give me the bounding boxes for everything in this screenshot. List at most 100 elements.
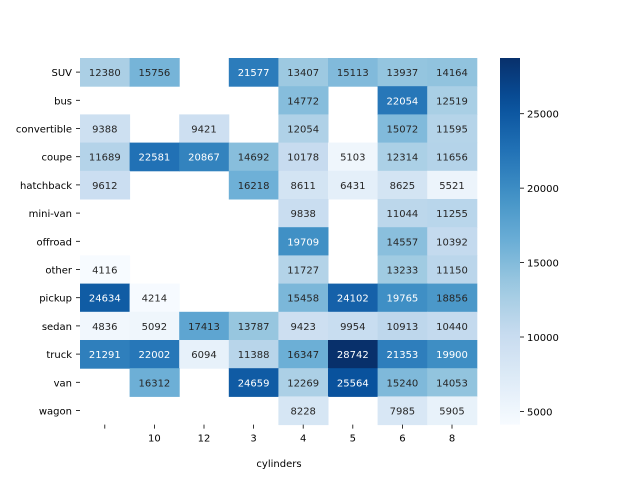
heatmap-cell: [228, 368, 279, 397]
cell-value-label: 12269: [287, 378, 319, 389]
y-tick-label: pickup: [39, 294, 72, 305]
cell-value-label: 24102: [337, 294, 369, 305]
cell-value-label: 11388: [238, 350, 270, 361]
heatmap-cell: [377, 58, 428, 87]
cell-value-label: 14557: [386, 237, 418, 248]
heatmap-cell: [80, 255, 131, 285]
cell-value-label: 15756: [138, 68, 170, 79]
cell-value-label: 8625: [390, 181, 415, 192]
y-tick-label: truck: [46, 350, 72, 361]
cell-value-label: 24634: [89, 294, 121, 305]
heatmap-cell: [377, 199, 428, 228]
heatmap-cell: [80, 114, 131, 144]
heatmap-cell: [427, 170, 478, 200]
heatmap-cell: [377, 311, 428, 341]
cell-value-label: 19900: [436, 350, 468, 361]
heatmap-cell: [427, 340, 478, 369]
heatmap-cell: [427, 283, 478, 313]
cell-value-label: 14053: [436, 378, 468, 389]
cell-value-label: 11044: [386, 209, 418, 220]
heatmap-cell: [179, 114, 230, 144]
heatmap-cell: [328, 340, 379, 369]
colorbar-tick-label: 10000: [527, 333, 559, 344]
cell-value-label: 10913: [386, 322, 418, 333]
cell-value-label: 15240: [386, 378, 418, 389]
cell-value-label: 5905: [439, 407, 464, 418]
y-tick-label: offroad: [37, 237, 73, 248]
x-tick-label: 8: [449, 434, 455, 445]
cell-value-label: 13233: [386, 266, 418, 277]
heatmap-cell: [377, 142, 428, 172]
x-tick-label: 6: [399, 434, 405, 445]
cell-value-label: 12380: [89, 68, 121, 79]
heatmap-cell: [179, 340, 230, 369]
cell-value-label: 15072: [386, 125, 418, 136]
cell-value-label: 21577: [238, 68, 270, 79]
cell-value-label: 9954: [340, 322, 365, 333]
cell-value-label: 16347: [287, 350, 319, 361]
heatmap-cell: [377, 368, 428, 397]
cell-value-label: 14164: [436, 68, 468, 79]
cell-value-label: 11656: [436, 153, 468, 164]
heatmap-cell: [427, 396, 478, 426]
colorbar-gradient: [500, 58, 520, 425]
colorbar: 5000 10000 15000 20000 25000: [500, 58, 559, 425]
heatmap-cell: [129, 142, 180, 172]
cell-value-label: 11727: [287, 266, 319, 277]
cell-value-label: 16312: [138, 378, 170, 389]
heatmap-cell: [328, 283, 379, 313]
cell-value-label: 13407: [287, 68, 319, 79]
heatmap-cell: [228, 311, 279, 341]
heatmap-cell: [278, 340, 329, 369]
cell-value-label: 10392: [436, 237, 468, 248]
heatmap-cell: [427, 368, 478, 397]
heatmap-cell: [80, 142, 131, 172]
heatmap-cell: [328, 142, 379, 172]
heatmap-cell: [278, 396, 329, 426]
heatmap-cell: [179, 311, 230, 341]
heatmap-cell: [278, 114, 329, 144]
x-tick-label: 12: [198, 434, 211, 445]
heatmap-cell: [278, 227, 329, 256]
cell-value-label: 12519: [436, 96, 468, 107]
heatmap-cell: [427, 114, 478, 144]
heatmap-cell: [278, 311, 329, 341]
heatmap-cell: [80, 340, 131, 369]
heatmap-cell: [278, 86, 329, 115]
heatmap-cell: [129, 283, 180, 313]
heatmap-cell: [228, 142, 279, 172]
x-axis: 10 12 3 4 5 6 8: [104, 424, 455, 445]
cell-value-label: 9838: [290, 209, 315, 220]
cell-value-label: 14692: [238, 153, 270, 164]
cell-value-label: 13787: [238, 322, 270, 333]
heatmap-cell: [377, 86, 428, 115]
cell-value-label: 13937: [386, 68, 418, 79]
cell-value-label: 20867: [188, 153, 220, 164]
heatmap-cell: [80, 170, 131, 200]
heatmap-cell: [228, 340, 279, 369]
cell-value-label: 11255: [436, 209, 468, 220]
cell-value-label: 10178: [287, 153, 319, 164]
cell-value-label: 4836: [92, 322, 117, 333]
cell-value-label: 22002: [138, 350, 170, 361]
heatmap-cells: [80, 58, 478, 426]
heatmap-cell: [377, 227, 428, 256]
cell-value-label: 19765: [386, 294, 418, 305]
heatmap-cell: [228, 170, 279, 200]
heatmap-cell: [278, 199, 329, 228]
y-tick-label: other: [45, 266, 73, 277]
cell-value-label: 4116: [92, 266, 117, 277]
heatmap-cell: [278, 283, 329, 313]
colorbar-tick-label: 15000: [527, 259, 559, 270]
heatmap-cell: [377, 170, 428, 200]
cell-value-label: 9421: [191, 125, 216, 136]
cell-value-label: 25564: [337, 378, 369, 389]
cell-value-label: 9388: [92, 125, 117, 136]
cell-value-label: 17413: [188, 322, 220, 333]
x-tick-label: 10: [148, 434, 161, 445]
heatmap-cell: [80, 283, 131, 313]
heatmap-cell: [427, 86, 478, 115]
y-tick-label: van: [54, 378, 72, 389]
heatmap-cell: [179, 142, 230, 172]
cell-value-label: 15113: [337, 68, 369, 79]
